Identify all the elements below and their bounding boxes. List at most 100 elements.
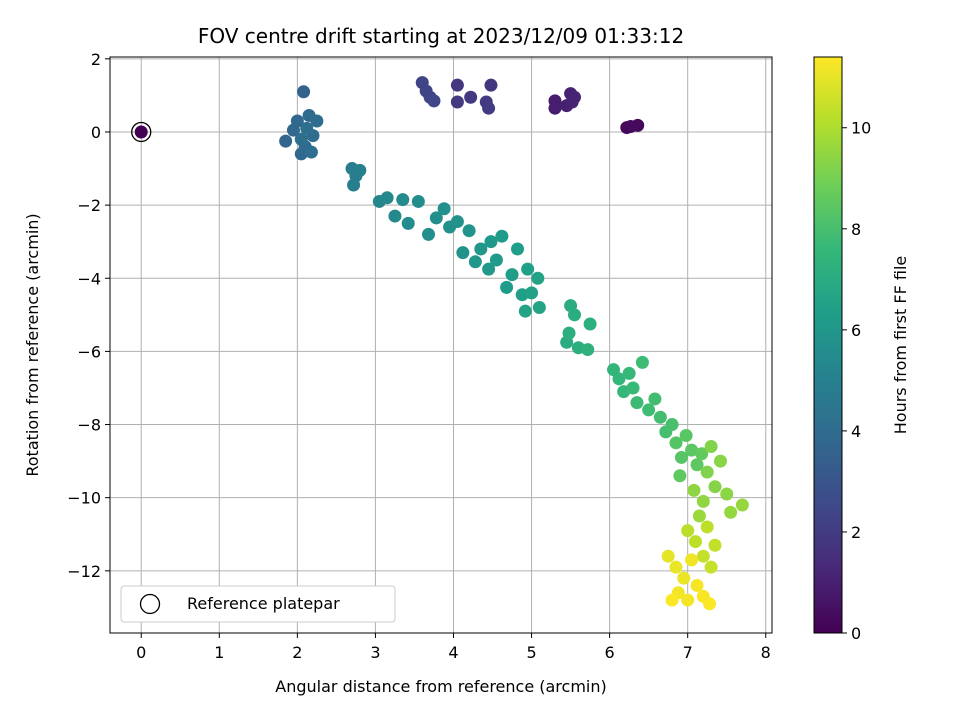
data-point [468,255,482,269]
data-point [396,193,410,207]
data-point [484,235,498,249]
colorbar-tick-label: 10 [851,119,871,138]
x-tick-label: 2 [292,643,302,662]
data-point [437,202,451,216]
data-point [690,458,704,472]
data-point [648,392,662,406]
data-point [583,317,597,331]
plot-frame [109,56,773,634]
y-tick-label: −10 [67,489,101,508]
data-point [635,355,649,369]
data-point [450,78,464,92]
colorbar-gradient [813,56,843,634]
y-tick-label: −8 [77,416,101,435]
data-point [630,396,644,410]
data-point [511,242,525,256]
data-point [661,549,675,563]
data-point [669,436,683,450]
chart-title: FOV centre drift starting at 2023/12/09 … [198,24,684,48]
data-point [708,538,722,552]
data-point [518,304,532,318]
y-axis-ticks: 2 0 −2 −4 −6 −8 −10 −12 [67,50,110,581]
grid [110,57,772,633]
data-point [279,134,293,148]
data-point [484,78,498,92]
data-point [622,366,636,380]
data-point [500,280,514,294]
data-point [674,450,688,464]
x-tick-label: 1 [214,643,224,662]
data-point [297,85,311,99]
y-tick-label: −2 [77,196,101,215]
y-tick-label: −4 [77,269,101,288]
data-point [464,90,478,104]
data-point [708,480,722,494]
x-tick-label: 7 [683,643,693,662]
data-point [525,286,539,300]
x-tick-label: 8 [761,643,771,662]
data-point [696,549,710,563]
data-point [685,443,699,457]
data-point [724,505,738,519]
data-point [388,209,402,223]
y-tick-label: −12 [67,562,101,581]
data-point [422,227,436,241]
data-point [665,418,679,432]
data-point [687,483,701,497]
data-point [681,593,695,607]
data-point [548,101,562,115]
data-point [532,301,546,315]
data-point [380,191,394,205]
data-point [489,253,503,267]
x-tick-label: 0 [136,643,146,662]
legend-box [120,585,396,623]
data-point [688,535,702,549]
data-point [304,145,318,159]
x-tick-label: 3 [370,643,380,662]
y-tick-label: −6 [77,342,101,361]
x-axis-label: Angular distance from reference (arcmin) [275,677,606,696]
colorbar-tick-label: 4 [851,422,861,441]
data-point [685,553,699,567]
colorbar-tick-label: 0 [851,624,861,643]
data-point [624,119,638,133]
data-point [700,465,714,479]
data-point [562,326,576,340]
data-point [531,271,545,285]
data-point [347,178,361,192]
x-axis-ticks: 0 1 2 3 4 5 6 7 8 [136,633,771,662]
data-point [456,246,470,260]
data-point [626,381,640,395]
reference-platepar-marker [131,121,152,143]
data-point [567,308,581,322]
colorbar-tick-label: 8 [851,220,861,239]
data-point [482,101,496,115]
x-tick-label: 6 [605,643,615,662]
data-point [681,524,695,538]
legend: Reference platepar [120,585,396,623]
x-tick-label: 4 [448,643,458,662]
data-point [700,520,714,534]
data-points [131,76,749,611]
data-point [427,94,441,108]
data-point [300,121,314,135]
legend-marker [139,593,161,615]
colorbar-tick-label: 2 [851,523,861,542]
data-point [482,262,496,276]
data-point [310,114,324,128]
data-point [505,268,519,282]
data-point [290,114,304,128]
legend-label: Reference platepar [187,594,340,613]
data-point [704,439,718,453]
data-point [695,447,709,461]
y-axis-label: Rotation from reference (arcmin) [23,213,42,476]
data-point [612,372,626,386]
data-point [692,509,706,523]
colorbar-tick-label: 6 [851,321,861,340]
colorbar-label: Hours from first FF file [891,256,910,435]
y-tick-label: 0 [91,123,101,142]
data-point [521,262,535,276]
x-tick-label: 5 [526,643,536,662]
